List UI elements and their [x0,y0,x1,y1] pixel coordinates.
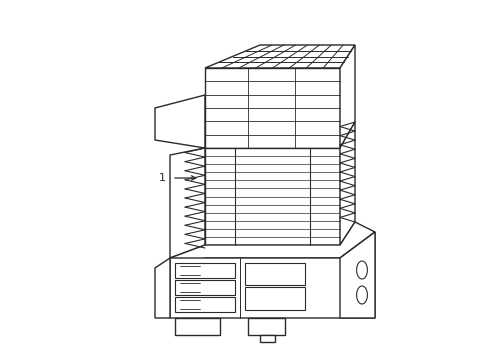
Polygon shape [170,232,374,318]
Polygon shape [175,263,235,278]
Polygon shape [244,287,305,310]
Text: 1: 1 [158,173,165,183]
Polygon shape [175,280,235,295]
Polygon shape [155,95,204,148]
Polygon shape [356,286,366,304]
Polygon shape [356,261,366,279]
Polygon shape [204,148,339,245]
Polygon shape [260,335,274,342]
Polygon shape [339,45,354,148]
Polygon shape [204,45,354,68]
Polygon shape [175,297,235,312]
Polygon shape [244,263,305,285]
Polygon shape [170,222,374,278]
Polygon shape [204,68,339,148]
Polygon shape [170,148,204,258]
Polygon shape [175,318,220,335]
Polygon shape [339,232,374,318]
Polygon shape [247,318,285,335]
Polygon shape [339,122,354,245]
Polygon shape [155,258,170,318]
